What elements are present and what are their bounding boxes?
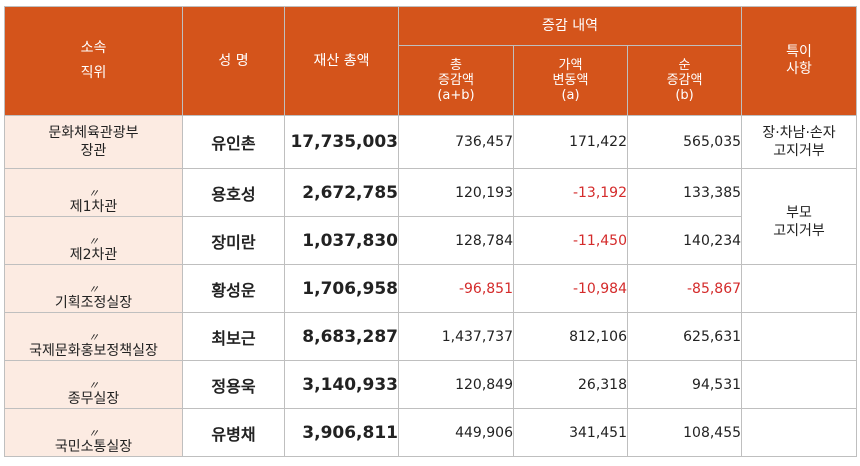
name-cell: 최보근	[182, 312, 285, 361]
change-total-cell: 120,193	[398, 168, 514, 217]
change-price-cell: 812,106	[513, 312, 628, 361]
table-row: 〃 국민소통실장 유병채 3,906,811 449,906 341,451 1…	[4, 408, 858, 457]
note-cell	[741, 408, 858, 457]
change-total-cell: 128,784	[398, 216, 514, 265]
ditto-mark: 〃	[88, 283, 99, 296]
note-cell	[741, 264, 858, 313]
total-cell: 17,735,003	[284, 115, 399, 169]
note-cell: 부모 고지거부	[741, 168, 858, 265]
change-price-cell: -13,192	[513, 168, 628, 217]
change-net-cell: 94,531	[626, 360, 743, 409]
name-cell: 정용욱	[182, 360, 285, 409]
header-position: 소속 직위	[4, 6, 183, 116]
change-total-cell: 1,437,737	[398, 312, 514, 361]
total-cell: 3,140,933	[284, 360, 399, 409]
header-change-total: 총 증감액 (a+b)	[398, 45, 514, 116]
change-net-cell: 625,631	[626, 312, 743, 361]
change-net-cell: 140,234	[626, 216, 743, 265]
asset-disclosure-table: 소속 직위 성 명 재산 총액 증감 내역 특이 사항 총 증감액 (a+b) …	[4, 6, 858, 457]
note-cell: 장·차남·손자 고지거부	[741, 115, 858, 169]
header-change-group: 증감 내역	[397, 6, 743, 46]
ditto-mark: 〃	[88, 235, 99, 248]
ditto-mark: 〃	[88, 187, 99, 200]
table-row: 〃 기획조정실장 황성운 1,706,958 -96,851 -10,984 -…	[4, 264, 858, 313]
table-row: 〃 국제문화홍보정책실장 최보근 8,683,287 1,437,737 812…	[4, 312, 858, 361]
header-change-price: 가액 변동액 (a)	[513, 45, 628, 116]
name-cell: 장미란	[182, 216, 285, 265]
change-price-cell: 341,451	[513, 408, 628, 457]
change-price-cell: 171,422	[513, 115, 628, 169]
change-total-cell: 736,457	[398, 115, 514, 169]
position-cell: 〃 제1차관	[4, 168, 183, 217]
name-cell: 유병채	[182, 408, 285, 457]
change-net-cell: 133,385	[626, 168, 743, 217]
name-cell: 황성운	[182, 264, 285, 313]
position-cell: 〃 제2차관	[4, 216, 183, 265]
header-change-net: 순 증감액 (b)	[626, 45, 743, 116]
change-net-cell: -85,867	[626, 264, 743, 313]
change-price-cell: -11,450	[513, 216, 628, 265]
ditto-mark: 〃	[88, 379, 99, 392]
note-cell	[741, 360, 858, 409]
table-row: 〃 제1차관 용호성 2,672,785 120,193 -13,192 133…	[4, 168, 858, 265]
total-cell: 3,906,811	[284, 408, 399, 457]
table-row: 〃 제2차관 장미란 1,037,830 128,784 -11,450 140…	[4, 216, 857, 265]
change-total-cell: 120,849	[398, 360, 514, 409]
header-note: 특이 사항	[741, 6, 858, 116]
position-cell: 〃 기획조정실장	[4, 264, 183, 313]
position-cell: 〃 국제문화홍보정책실장	[4, 312, 183, 361]
table-row: 문화체육관광부 장관 유인촌 17,735,003 736,457 171,42…	[4, 115, 858, 169]
change-total-cell: -96,851	[398, 264, 514, 313]
total-cell: 1,706,958	[284, 264, 399, 313]
change-total-cell: 449,906	[398, 408, 514, 457]
total-cell: 8,683,287	[284, 312, 399, 361]
change-price-cell: 26,318	[513, 360, 628, 409]
total-cell: 2,672,785	[284, 168, 399, 217]
position-cell: 〃 국민소통실장	[4, 408, 183, 457]
ditto-mark: 〃	[88, 331, 99, 344]
header-total: 재산 총액	[284, 6, 399, 116]
change-price-cell: -10,984	[513, 264, 628, 313]
note-cell	[741, 312, 858, 361]
position-cell: 〃 종무실장	[4, 360, 183, 409]
header-name: 성 명	[182, 6, 285, 116]
change-net-cell: 108,455	[626, 408, 743, 457]
table-row: 〃 종무실장 정용욱 3,140,933 120,849 26,318 94,5…	[4, 360, 858, 409]
total-cell: 1,037,830	[284, 216, 399, 265]
change-net-cell: 565,035	[626, 115, 743, 169]
ditto-mark: 〃	[88, 427, 99, 440]
name-cell: 용호성	[182, 168, 285, 217]
position-cell: 문화체육관광부 장관	[4, 115, 183, 169]
name-cell: 유인촌	[182, 115, 285, 169]
